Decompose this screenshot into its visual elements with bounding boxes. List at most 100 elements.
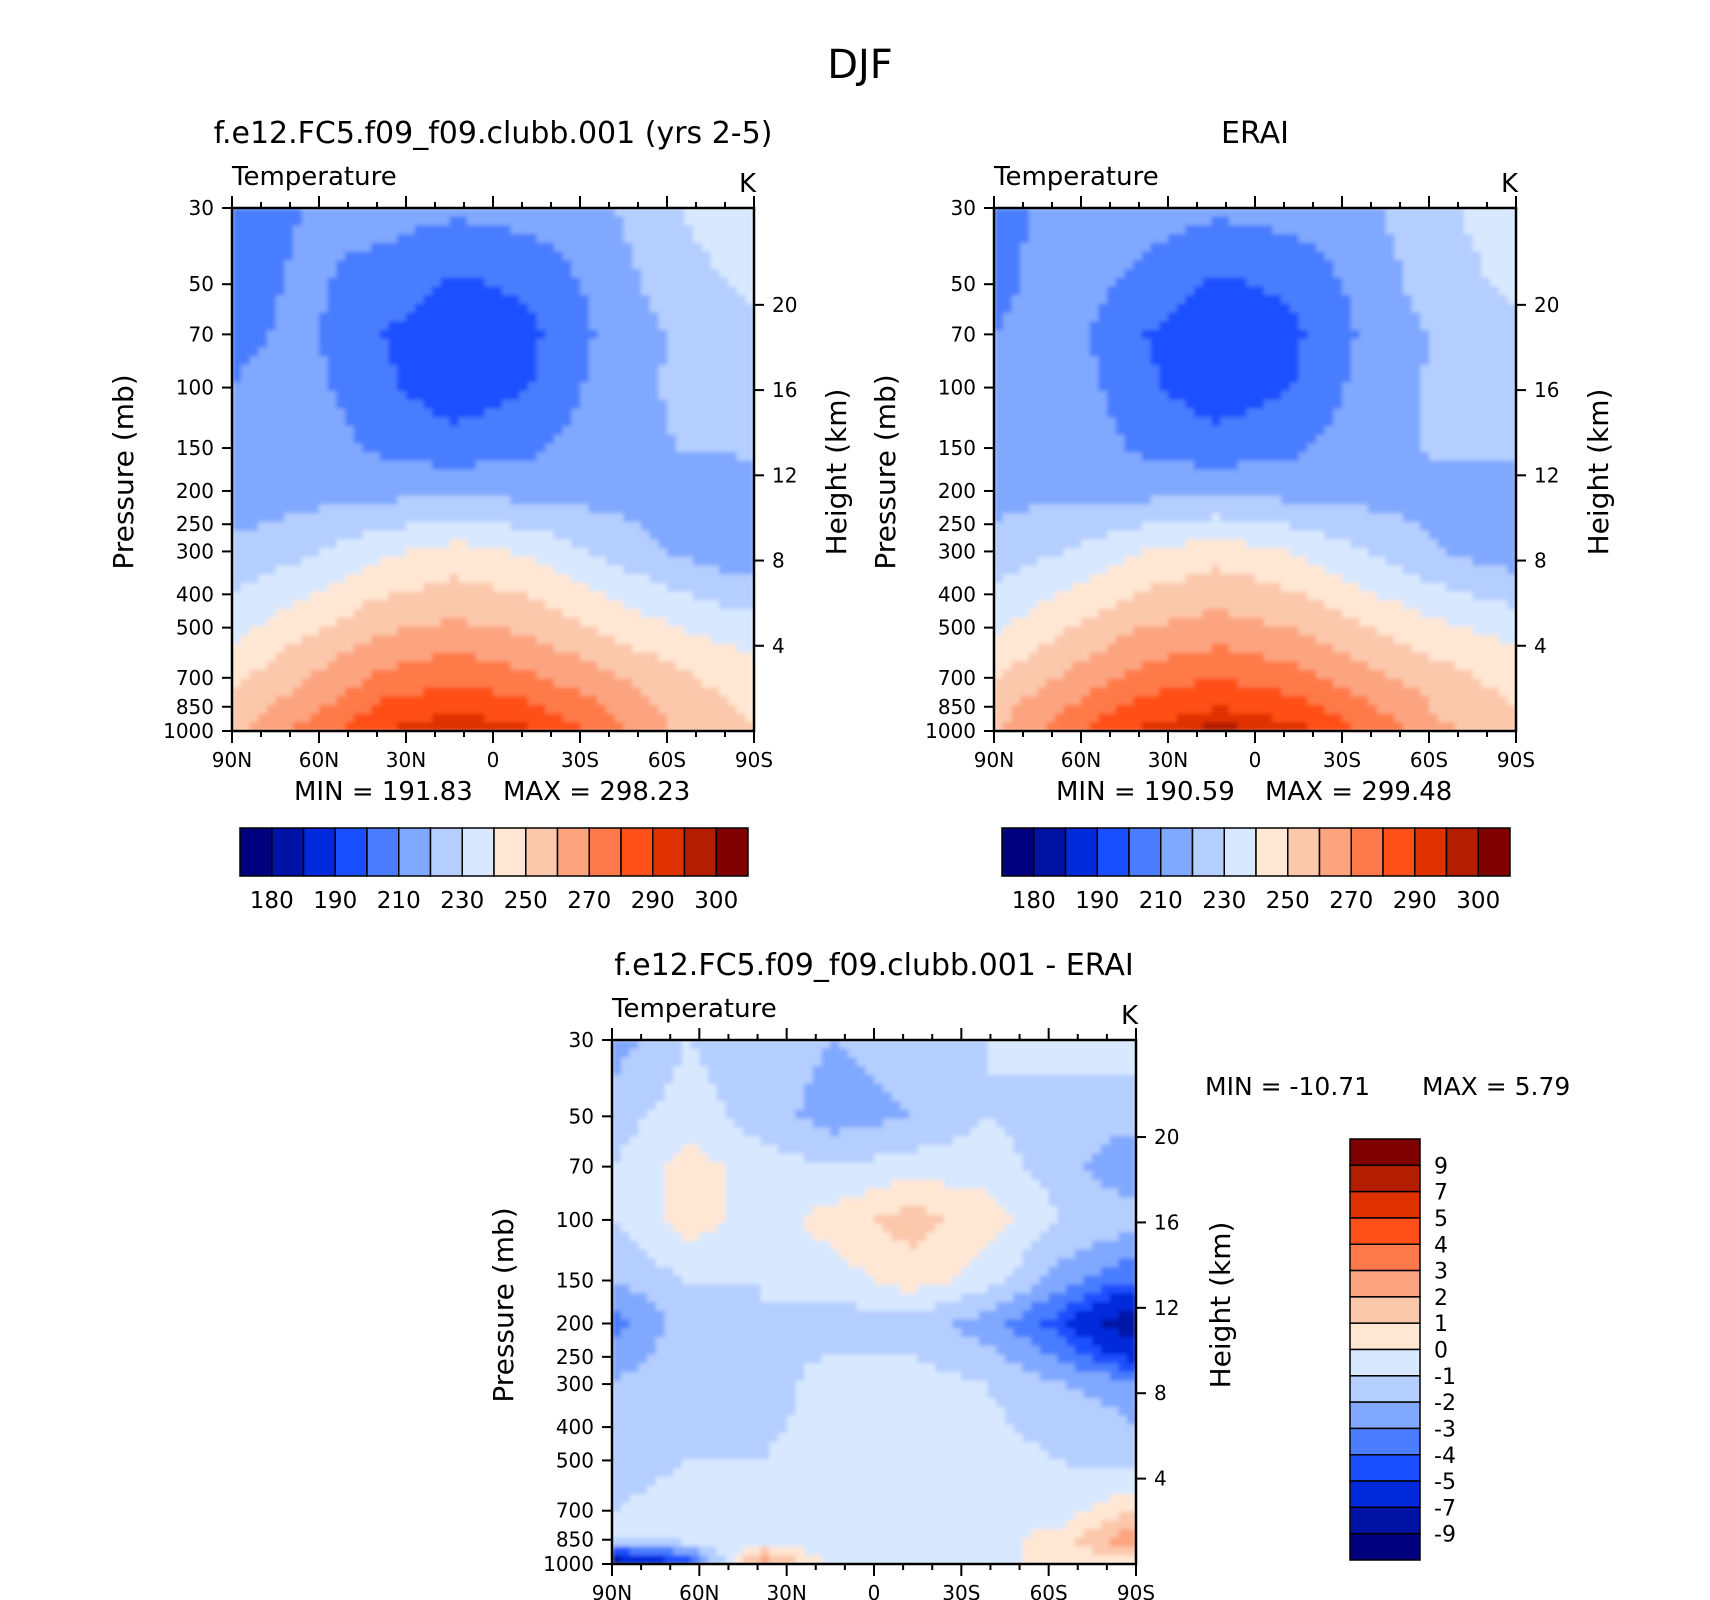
field-cell bbox=[1368, 321, 1378, 331]
field-cell bbox=[1455, 208, 1465, 218]
field-cell bbox=[484, 208, 494, 218]
field-cell bbox=[249, 242, 259, 253]
field-cell bbox=[649, 443, 659, 453]
field-cell bbox=[397, 277, 407, 288]
field-cell bbox=[1315, 364, 1326, 375]
field-cell bbox=[397, 687, 407, 697]
field-cell bbox=[536, 565, 546, 575]
field-cell bbox=[266, 347, 277, 357]
field-cell bbox=[345, 469, 355, 479]
field-cell bbox=[510, 425, 520, 436]
field-cell bbox=[562, 504, 572, 514]
field-cell bbox=[1220, 303, 1230, 314]
field-cell bbox=[345, 635, 355, 645]
field-cell bbox=[414, 486, 424, 497]
field-cell bbox=[266, 234, 277, 244]
colorbar-box bbox=[588, 827, 622, 877]
field-cell bbox=[1107, 234, 1117, 244]
field-cell bbox=[562, 321, 572, 331]
field-cell bbox=[266, 626, 277, 636]
field-cell bbox=[736, 591, 746, 601]
field-cell bbox=[727, 565, 738, 575]
field-cell bbox=[310, 260, 320, 270]
field-cell bbox=[1246, 382, 1256, 392]
field-cell bbox=[466, 443, 477, 453]
field-cell bbox=[319, 347, 329, 357]
field-cell bbox=[1272, 373, 1282, 383]
field-cell bbox=[1081, 312, 1091, 322]
field-cell bbox=[292, 321, 303, 331]
field-cell bbox=[1385, 216, 1395, 227]
field-cell bbox=[649, 295, 659, 305]
field-cell bbox=[249, 635, 259, 645]
field-cell bbox=[1133, 330, 1143, 340]
field-cell bbox=[684, 364, 694, 375]
field-cell bbox=[736, 399, 746, 410]
field-cell bbox=[353, 608, 364, 619]
field-cell bbox=[693, 635, 703, 645]
field-cell bbox=[632, 242, 642, 253]
field-cell bbox=[449, 704, 459, 715]
field-cell bbox=[745, 661, 754, 671]
field-cell bbox=[1376, 225, 1387, 235]
field-cell bbox=[1263, 260, 1273, 270]
field-cell bbox=[1054, 303, 1065, 314]
field-cell bbox=[493, 399, 503, 410]
field-cell bbox=[1472, 286, 1482, 296]
field-cell bbox=[310, 269, 320, 279]
field-cell bbox=[632, 260, 642, 270]
field-cell bbox=[371, 521, 381, 532]
field-cell bbox=[745, 443, 754, 453]
field-cell bbox=[1159, 330, 1169, 340]
field-cell bbox=[719, 539, 729, 549]
colorbar-box bbox=[525, 827, 559, 877]
field-cell bbox=[327, 547, 337, 558]
field-cell bbox=[475, 303, 485, 314]
field-cell bbox=[1168, 338, 1178, 349]
field-cell bbox=[640, 704, 651, 715]
field-cell bbox=[597, 539, 607, 549]
field-cell bbox=[466, 521, 477, 532]
field-cell bbox=[719, 356, 729, 366]
field-cell bbox=[275, 425, 285, 436]
field-cell bbox=[388, 669, 398, 680]
field-cell bbox=[693, 478, 703, 488]
field-cell bbox=[1098, 373, 1108, 383]
field-cell bbox=[1054, 234, 1065, 244]
field-cell bbox=[406, 582, 416, 593]
field-cell bbox=[562, 269, 572, 279]
field-cell bbox=[362, 565, 372, 575]
field-cell bbox=[336, 356, 346, 366]
field-cell bbox=[240, 391, 250, 401]
field-cell bbox=[458, 513, 468, 523]
field-cell bbox=[327, 364, 337, 375]
field-cell bbox=[1176, 277, 1186, 288]
field-cell bbox=[519, 556, 529, 566]
field-cell bbox=[284, 521, 294, 532]
field-cell bbox=[414, 408, 424, 418]
field-cell bbox=[632, 608, 642, 619]
field-cell bbox=[640, 661, 651, 671]
field-cell bbox=[1455, 347, 1465, 357]
field-cell bbox=[493, 478, 503, 488]
field-cell bbox=[1281, 260, 1291, 270]
field-cell bbox=[640, 391, 651, 401]
field-cell bbox=[614, 277, 625, 288]
field-cell bbox=[1324, 242, 1334, 253]
field-cell bbox=[432, 661, 442, 671]
field-cell bbox=[614, 469, 625, 479]
field-cell bbox=[232, 486, 242, 497]
field-cell bbox=[249, 391, 259, 401]
field-cell bbox=[301, 286, 311, 296]
field-cell bbox=[266, 286, 277, 296]
field-cell bbox=[292, 208, 303, 218]
field-cell bbox=[745, 696, 754, 706]
field-cell bbox=[501, 312, 511, 322]
field-cell bbox=[336, 704, 346, 715]
field-cell bbox=[232, 661, 242, 671]
field-cell bbox=[1437, 338, 1447, 349]
field-cell bbox=[701, 643, 712, 654]
field-cell bbox=[1411, 373, 1421, 383]
field-cell bbox=[710, 260, 720, 270]
field-cell bbox=[1272, 347, 1282, 357]
